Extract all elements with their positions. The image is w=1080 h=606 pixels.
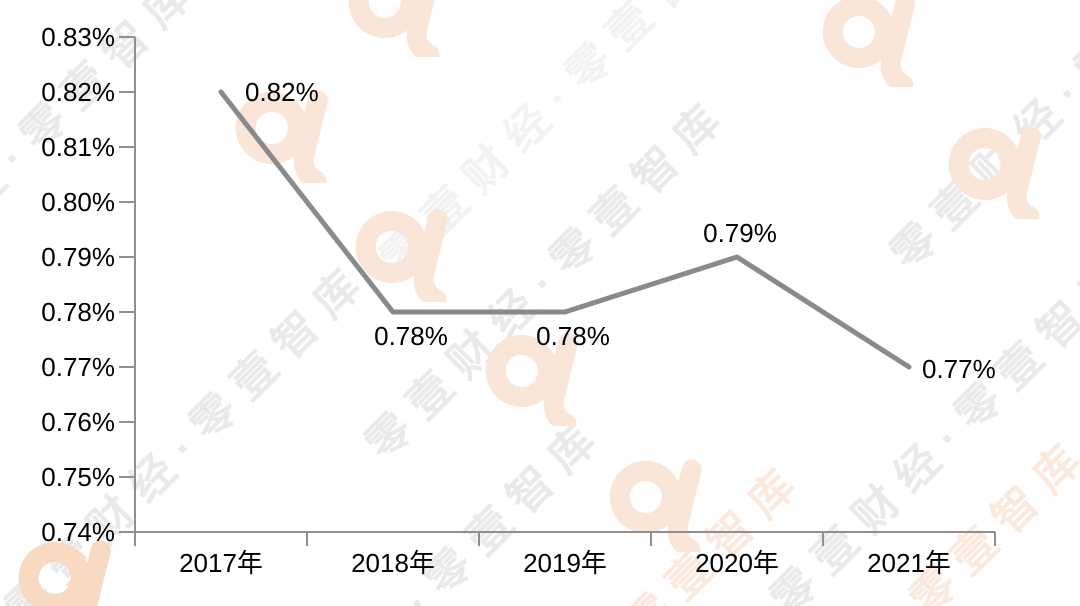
chart-data-line [218, 89, 912, 370]
x-axis-category-label: 2021年 [867, 548, 951, 578]
y-axis-tick-label: 0.81% [41, 132, 115, 162]
data-point-label: 0.82% [245, 77, 319, 107]
x-axis-category-label: 2019年 [523, 548, 607, 578]
y-axis-tick-label: 0.80% [41, 187, 115, 217]
x-axis-category-label: 2017年 [179, 548, 263, 578]
y-axis-tick-label: 0.76% [41, 407, 115, 437]
data-point-label: 0.78% [374, 321, 448, 351]
x-axis-category-label: 2018年 [351, 548, 435, 578]
y-axis-tick-label: 0.79% [41, 242, 115, 272]
y-axis-tick-label: 0.75% [41, 462, 115, 492]
y-axis-tick-label: 0.77% [41, 352, 115, 382]
data-point-label: 0.79% [703, 218, 777, 248]
x-axis-category-label: 2020年 [695, 548, 779, 578]
y-axis-tick-label: 0.74% [41, 517, 115, 547]
data-point-label: 0.77% [922, 354, 996, 384]
y-axis-tick-label: 0.82% [41, 77, 115, 107]
y-axis-tick-label: 0.83% [41, 22, 115, 52]
y-axis-tick-label: 0.78% [41, 297, 115, 327]
data-point-label: 0.78% [536, 321, 610, 351]
